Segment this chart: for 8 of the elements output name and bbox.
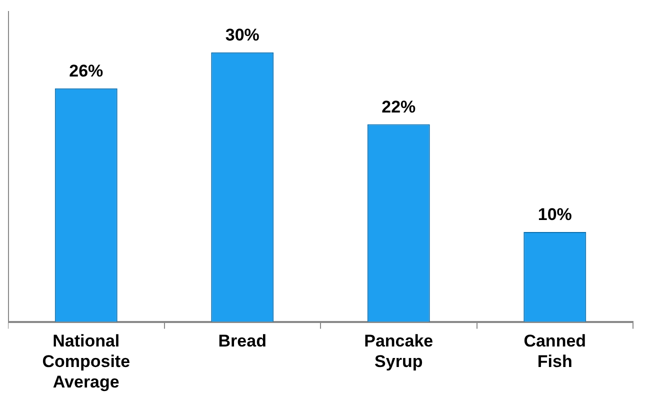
data-label: 26% <box>69 62 104 81</box>
data-label: 10% <box>538 205 572 224</box>
x-tick-label: Bread <box>218 332 266 351</box>
data-label: 30% <box>225 26 260 45</box>
data-label: 22% <box>382 97 416 116</box>
x-tick-label: Pancake Syrup <box>364 332 434 372</box>
x-tick-label: National Composite Average <box>42 332 130 392</box>
x-tick-label: Canned Fish <box>524 332 586 372</box>
